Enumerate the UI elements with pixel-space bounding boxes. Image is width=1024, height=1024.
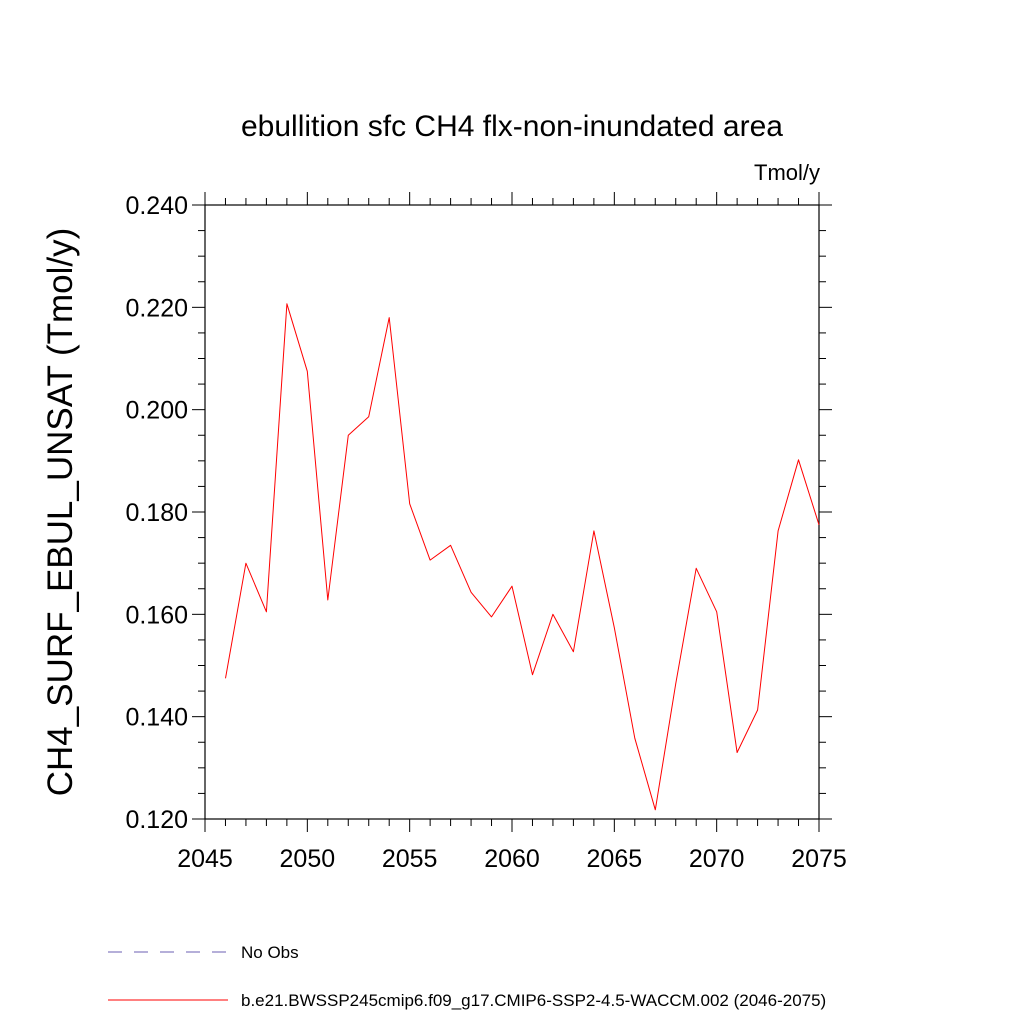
legend-label: No Obs <box>241 943 299 962</box>
x-tick-label: 2060 <box>484 845 540 873</box>
plot-frame <box>204 204 820 820</box>
y-tick-label: 0.160 <box>125 601 188 629</box>
x-tick-label: 2070 <box>689 845 745 873</box>
x-tick-label: 2065 <box>587 845 643 873</box>
y-tick-label: 0.200 <box>125 397 188 425</box>
x-tick-label: 2050 <box>280 845 336 873</box>
x-tick-label: 2055 <box>382 845 438 873</box>
y-tick-label: 0.120 <box>125 806 188 834</box>
series-line <box>225 303 820 811</box>
units-label: Tmol/y <box>754 160 820 185</box>
axes: 2045 2050 2055 2060 2065 2070 2075 0.120 0.140 0.… <box>125 192 847 873</box>
y-tick-label: 0.140 <box>125 704 188 732</box>
x-tick-label: 2045 <box>177 845 233 873</box>
y-axis-label: CH4_SURF_EBUL_UNSAT (Tmol/y) <box>41 228 80 797</box>
y-tick-label: 0.180 <box>125 499 188 527</box>
legend: No Obs b.e21.BWSSP245cmip6.f09_g17.CMIP6-… <box>108 943 826 1010</box>
x-tick-label: 2075 <box>791 845 847 873</box>
chart-title: ebullition sfc CH4 flx-non-inundated are… <box>241 110 783 143</box>
y-tick-label: 0.220 <box>125 294 188 322</box>
y-tick-label: 0.240 <box>125 192 188 220</box>
legend-label: b.e21.BWSSP245cmip6.f09_g17.CMIP6-SSP2-4… <box>241 991 826 1010</box>
series-layer <box>225 303 820 811</box>
